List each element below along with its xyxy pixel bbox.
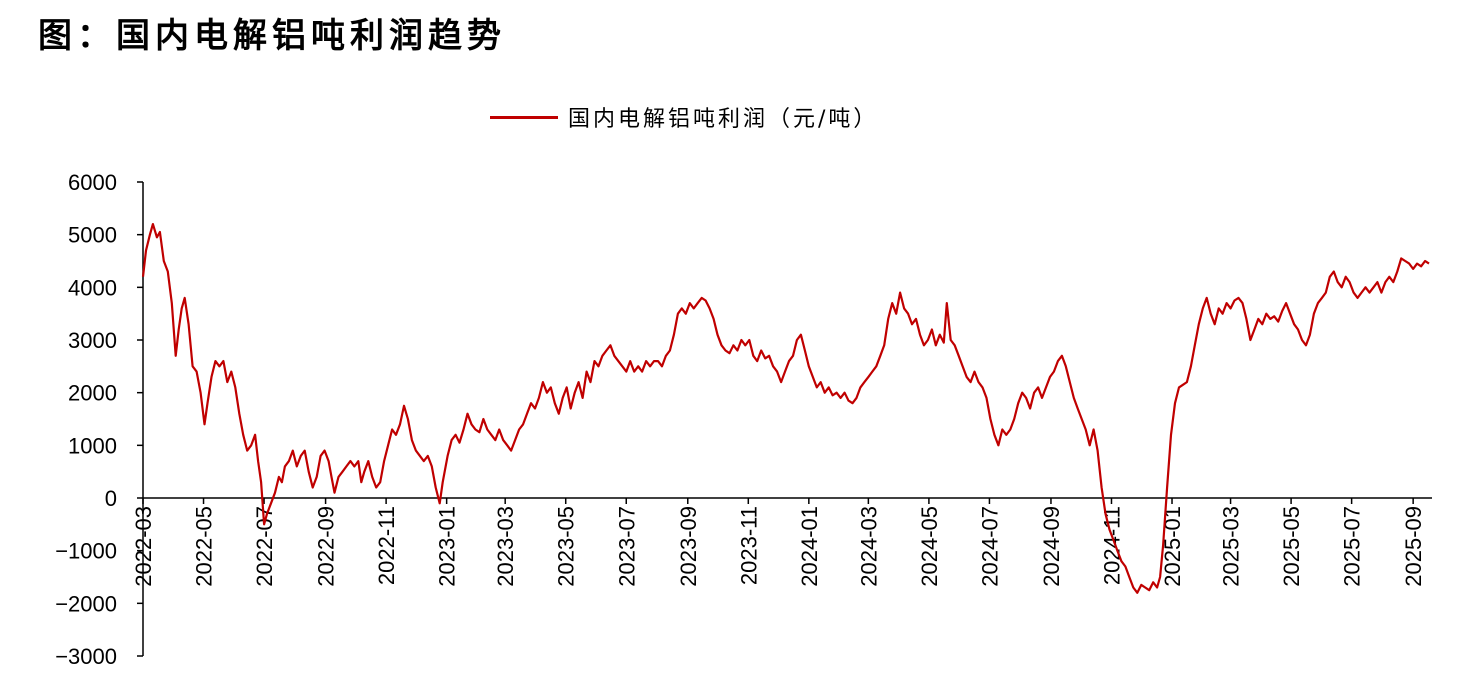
legend-label: 国内电解铝吨利润（元/吨）: [568, 107, 879, 132]
series-line: [141, 223, 1430, 594]
y-tick-label: 5000: [68, 223, 117, 248]
y-tick-label: 2000: [68, 381, 117, 406]
x-tick-label: 2023-07: [614, 506, 639, 587]
x-tick-label: 2023-01: [435, 506, 460, 587]
x-tick-label: 2022-09: [314, 506, 339, 587]
figure-title: 图：国内电解铝吨利润趋势: [38, 16, 506, 56]
x-tick-label: 2022-11: [374, 506, 399, 585]
y-tick-label: −2000: [55, 591, 117, 616]
y-tick-label: −3000: [55, 644, 117, 669]
x-tick-label: 2023-09: [676, 506, 701, 587]
x-tick-label: 2022-03: [131, 506, 156, 587]
x-tick-label: 2024-01: [797, 506, 822, 587]
y-tick-label: 6000: [68, 170, 117, 195]
legend: 国内电解铝吨利润（元/吨）: [490, 100, 878, 134]
x-axis: 2022-03 2022-05 2022-07 2022-09 2022-11 2023-…: [131, 497, 1432, 587]
y-tick-label: 1000: [68, 433, 117, 458]
y-tick-label: 4000: [68, 275, 117, 300]
x-tick-label: 2025-05: [1279, 506, 1304, 587]
y-axis: −3000 −2000 −1000 0 1000 2000 3000 4000 5000 6000: [55, 170, 144, 669]
legend-swatch: [490, 115, 558, 119]
x-tick-label: 2023-03: [493, 506, 518, 587]
x-tick-label: 2024-07: [977, 506, 1002, 587]
series-layer: [141, 223, 1430, 594]
x-tick-label: 2023-11: [736, 506, 761, 585]
x-tick-label: 2024-03: [856, 506, 881, 587]
x-tick-label: 2024-11: [1099, 506, 1124, 585]
x-tick-label: 2025-07: [1340, 506, 1365, 587]
x-tick-label: 2024-05: [917, 506, 942, 587]
x-tick-label: 2022-05: [192, 506, 217, 587]
y-tick-label: 3000: [68, 328, 117, 353]
x-tick-label: 2023-05: [554, 506, 579, 587]
x-tick-label: 2024-09: [1039, 506, 1064, 587]
y-tick-label: 0: [105, 486, 117, 511]
y-tick-label: −1000: [55, 539, 117, 564]
x-tick-label: 2025-03: [1219, 506, 1244, 587]
x-tick-label: 2025-09: [1401, 506, 1426, 587]
